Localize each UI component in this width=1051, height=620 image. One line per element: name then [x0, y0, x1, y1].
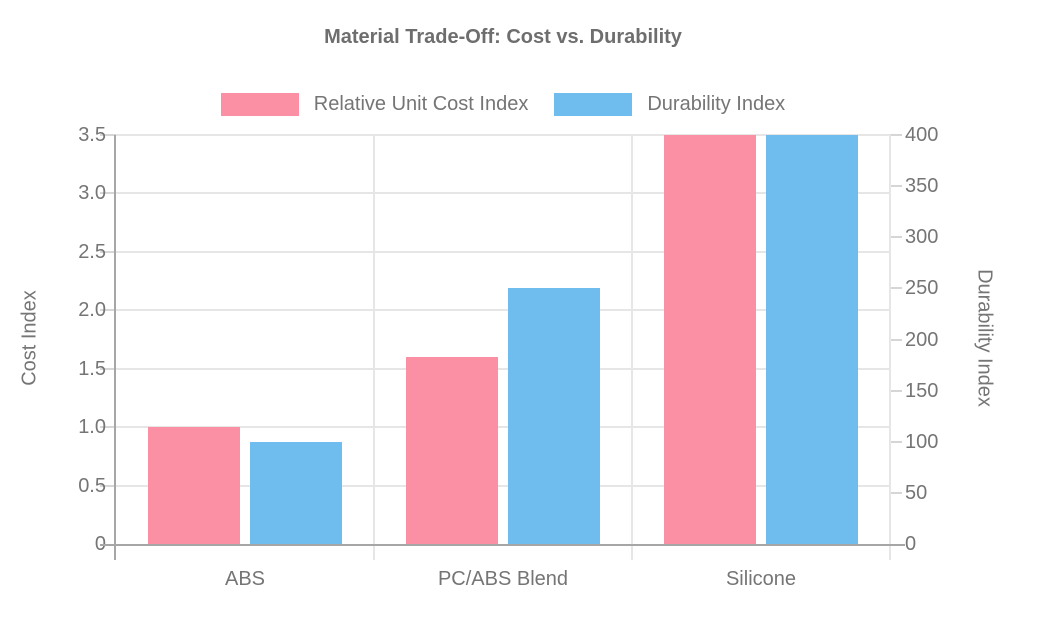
right-axis-tick	[890, 287, 902, 290]
y-tick-label-left: 0.5	[78, 474, 106, 497]
legend-swatch-durability	[554, 92, 633, 116]
legend: Relative Unit Cost Index Durability Inde…	[116, 90, 890, 118]
y-tick-label-left: 1.5	[78, 357, 106, 380]
y-tick-label-right: 100	[905, 430, 939, 453]
bar-silicone-relative-unit-cost-index	[664, 135, 756, 544]
y-tick-label-left: 2.0	[78, 299, 106, 322]
gridline	[116, 426, 890, 429]
bar-pc-abs-blend-durability-index	[508, 288, 600, 544]
right-edge-gridline	[889, 135, 891, 560]
left-axis-tick	[100, 250, 116, 253]
y-tick-label-left: 3.5	[78, 124, 106, 146]
bar-abs-relative-unit-cost-index	[148, 427, 240, 544]
left-axis-tick	[100, 367, 116, 370]
y-tick-label-left: 3.0	[78, 182, 106, 205]
left-axis-tick	[100, 134, 116, 136]
left-axis-tick	[100, 192, 116, 195]
y-tick-label-right: 0	[905, 533, 917, 555]
left-axis-tick	[100, 426, 116, 429]
chart-title: Material Trade-Off: Cost vs. Durability	[324, 26, 682, 48]
gridline	[116, 134, 890, 136]
y-tick-label-right: 350	[905, 175, 939, 198]
right-axis-tick	[890, 236, 902, 239]
right-axis-tick	[890, 389, 902, 392]
right-axis-tick	[890, 491, 902, 494]
gridline	[116, 250, 890, 253]
left-axis-line	[114, 135, 116, 560]
legend-item-cost[interactable]: Relative Unit Cost Index	[220, 92, 529, 116]
bar-silicone-durability-index	[766, 135, 858, 544]
y-tick-label-left: 2.5	[78, 240, 106, 263]
right-axis-tick	[890, 338, 902, 341]
right-axis-tick	[890, 185, 902, 188]
category-separator	[631, 135, 633, 560]
left-axis-tick	[100, 484, 116, 487]
gridline	[116, 367, 890, 370]
right-axis-tick	[890, 134, 902, 136]
x-category-label: PC/ABS Blend	[437, 568, 569, 590]
bar-abs-durability-index	[250, 441, 342, 544]
y-tick-label-right: 200	[905, 328, 939, 351]
y-tick-label-left: 1.0	[78, 416, 106, 439]
left-axis-tick	[100, 309, 116, 312]
gridline	[116, 484, 890, 487]
y-tick-label-left: 0	[36, 531, 106, 557]
y-tick-label-right: 250	[905, 277, 939, 300]
y-tick-label-right: 50	[905, 481, 928, 504]
legend-swatch-cost	[220, 92, 299, 116]
y-tick-label-right: 300	[905, 226, 939, 249]
legend-label-cost: Relative Unit Cost Index	[313, 92, 529, 115]
right-axis-tick	[890, 440, 902, 443]
y-tick-label-right: 400	[905, 124, 939, 146]
gridline	[116, 192, 890, 195]
bottom-axis-line	[100, 544, 905, 546]
x-category-label: ABS	[224, 568, 266, 590]
bar-pc-abs-blend-relative-unit-cost-index	[406, 357, 498, 544]
x-category-label: Silicone	[725, 568, 797, 590]
legend-label-durability: Durability Index	[647, 92, 786, 115]
gridline	[116, 309, 890, 312]
legend-item-durability[interactable]: Durability Index	[554, 92, 786, 116]
y-tick-label-right: 150	[905, 379, 939, 402]
category-separator	[373, 135, 375, 560]
